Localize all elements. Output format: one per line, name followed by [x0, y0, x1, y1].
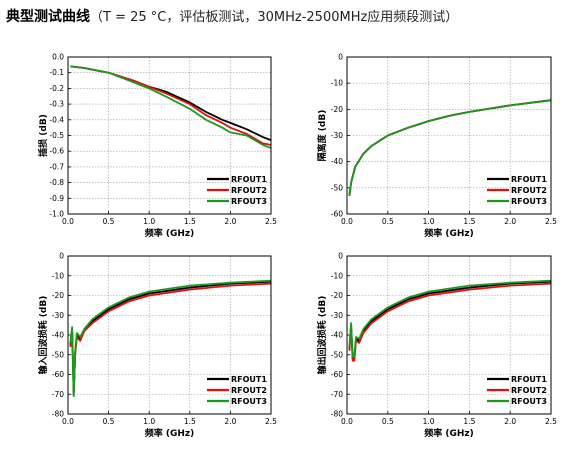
x-tick-label: 2.0: [224, 417, 236, 426]
y-axis-label: 隔离度 (dB): [316, 110, 328, 162]
x-tick-label: 2.0: [224, 217, 236, 226]
y-tick-label: -20: [331, 291, 343, 300]
x-tick-label: 0.0: [62, 217, 74, 226]
legend-label: RFOUT2: [511, 186, 547, 195]
plot-frame: [346, 56, 552, 215]
x-axis-label: 频率 (GHz): [424, 427, 474, 439]
legend-label: RFOUT2: [231, 186, 267, 195]
x-tick-label: 1.0: [423, 417, 435, 426]
series-line-rfout1: [70, 65, 272, 142]
y-tick-label: -30: [52, 311, 64, 320]
legend-label: RFOUT3: [511, 197, 547, 206]
x-tick-label: 0.0: [341, 417, 353, 426]
x-tick-label: 1.0: [423, 217, 435, 226]
x-tick-label: 1.0: [143, 217, 155, 226]
y-tick-label: 0.0: [52, 53, 64, 62]
y-tick-label: -0.6: [49, 147, 64, 156]
page-subtitle: （T = 25 °C，评估板测试，30MHz-2500MHz应用频段测试）: [90, 10, 459, 25]
y-tick-label: -50: [331, 350, 343, 359]
legend-label: RFOUT2: [231, 386, 267, 395]
x-tick-label: 1.5: [184, 217, 196, 226]
legend-label: RFOUT3: [231, 197, 267, 206]
x-tick-label: 0.0: [341, 217, 353, 226]
series-line-rfout3: [70, 65, 272, 149]
x-axis-label: 频率 (GHz): [145, 427, 195, 439]
x-axis-label: 频率 (GHz): [424, 227, 474, 239]
y-tick-label: -0.9: [49, 194, 64, 203]
x-tick-label: 1.5: [184, 417, 196, 426]
legend-label: RFOUT2: [511, 386, 547, 395]
y-tick-label: -0.8: [49, 178, 64, 187]
y-tick-label: -1.0: [49, 210, 64, 219]
x-tick-label: 0.5: [382, 417, 394, 426]
y-axis-label: 插损 (dB): [37, 114, 49, 157]
y-tick-label: -20: [52, 291, 64, 300]
y-tick-label: -70: [331, 390, 343, 399]
x-tick-label: 2.5: [545, 217, 557, 226]
legend-label: RFOUT3: [231, 397, 267, 406]
y-tick-label: 0: [59, 252, 64, 261]
x-tick-label: 0.5: [103, 217, 115, 226]
y-tick-label: -20: [331, 105, 343, 114]
y-tick-label: -10: [331, 79, 343, 88]
x-tick-label: 2.5: [265, 217, 277, 226]
y-tick-label: -10: [331, 271, 343, 280]
y-tick-label: -0.1: [49, 68, 64, 77]
y-tick-label: -50: [52, 350, 64, 359]
y-tick-label: -60: [331, 210, 343, 219]
y-tick-label: -30: [331, 131, 343, 140]
series-line-rfout3: [69, 279, 272, 398]
legend-label: RFOUT1: [511, 175, 547, 184]
series-line-rfout3: [348, 279, 552, 358]
y-tick-label: -0.4: [49, 115, 64, 124]
plot-frame: [67, 56, 272, 215]
y-tick-label: 0: [338, 252, 343, 261]
x-tick-label: 2.5: [545, 417, 557, 426]
page-header: 典型测试曲线（T = 25 °C，评估板测试，30MHz-2500MHz应用频段…: [6, 6, 458, 26]
page-title: 典型测试曲线: [6, 9, 90, 25]
x-tick-label: 0.5: [382, 217, 394, 226]
y-tick-label: -0.2: [49, 84, 64, 93]
y-tick-label: -60: [52, 370, 64, 379]
x-tick-label: 0.5: [103, 417, 115, 426]
x-tick-label: 1.5: [463, 417, 475, 426]
y-tick-label: -0.3: [49, 100, 64, 109]
legend-label: RFOUT3: [511, 397, 547, 406]
x-tick-label: 0.0: [62, 417, 74, 426]
x-tick-label: 2.5: [265, 417, 277, 426]
chart-4: 0 -10 -20 -30 -40 -50 -60 -70 -800.0 0.5 1.0 1.5 2.0…: [316, 252, 557, 440]
chart-2: 0 -10 -20 -30 -40 -50 -600.0 0.5 1.0 1.5 2.0 2.5 RFO…: [316, 53, 557, 240]
x-tick-label: 2.0: [504, 417, 516, 426]
y-tick-label: -0.7: [49, 162, 64, 171]
y-tick-label: -40: [52, 331, 64, 340]
series-line-rfout3: [348, 99, 552, 196]
x-tick-label: 1.0: [143, 417, 155, 426]
y-tick-label: -80: [52, 410, 64, 419]
y-tick-label: 0: [338, 53, 343, 62]
y-tick-label: -80: [331, 410, 343, 419]
y-tick-label: -50: [331, 183, 343, 192]
chart-1: 0.0 -0.1 -0.2 -0.3 -0.4 -0.5 -0.6 -0.7 -0.8 -0.9 -…: [37, 53, 277, 240]
y-tick-label: -70: [52, 390, 64, 399]
y-tick-label: -0.5: [49, 131, 64, 140]
legend-label: RFOUT1: [511, 375, 547, 384]
x-tick-label: 1.5: [463, 217, 475, 226]
x-axis-label: 频率 (GHz): [145, 227, 195, 239]
plot-frame: [67, 255, 272, 415]
y-tick-label: -40: [331, 331, 343, 340]
legend-label: RFOUT1: [231, 175, 267, 184]
y-tick-label: -10: [52, 271, 64, 280]
series-line-rfout2: [348, 282, 552, 362]
x-tick-label: 2.0: [504, 217, 516, 226]
y-tick-label: -30: [331, 311, 343, 320]
y-axis-label: 输入回波损耗 (dB): [37, 296, 49, 375]
y-tick-label: -60: [331, 370, 343, 379]
chart-3: 0 -10 -20 -30 -40 -50 -60 -70 -800.0 0.5 1.0 1.5 2.0…: [37, 252, 277, 440]
y-axis-label: 输出回波损耗 (dB): [316, 296, 328, 375]
series-line-rfout2: [70, 65, 272, 146]
legend-label: RFOUT1: [231, 375, 267, 384]
y-tick-label: -40: [331, 157, 343, 166]
plot-frame: [346, 255, 552, 415]
